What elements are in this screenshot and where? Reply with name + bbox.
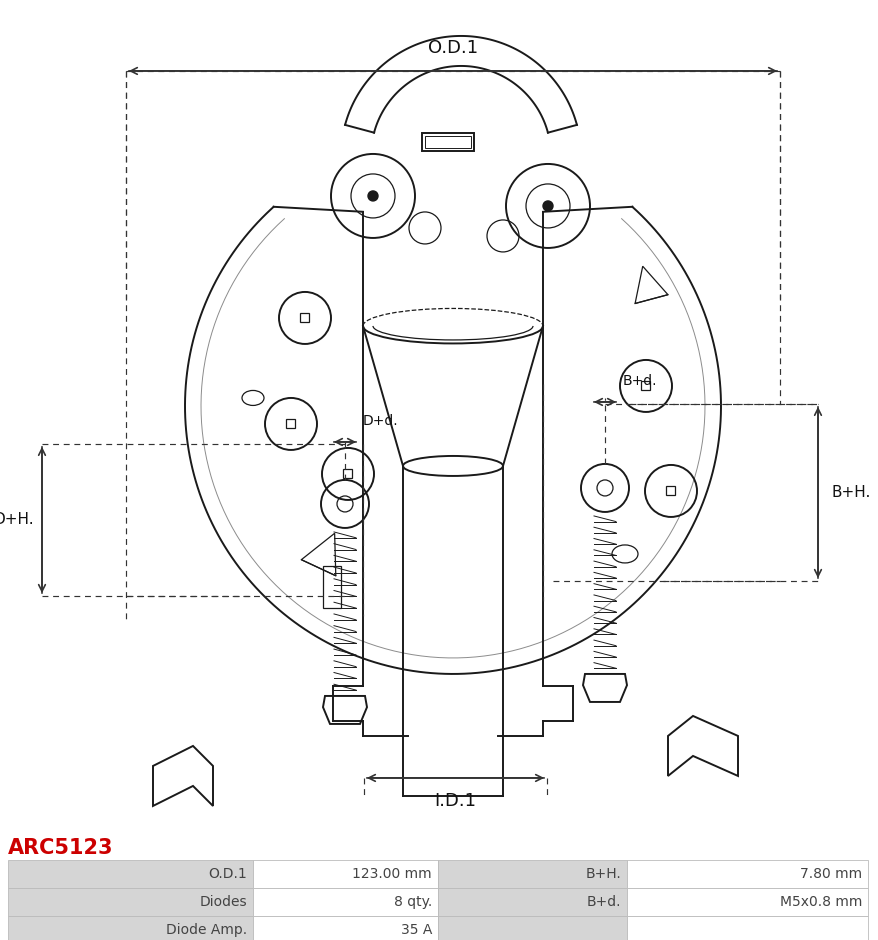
- Text: B+d.: B+d.: [623, 374, 657, 388]
- Bar: [8, 888, 253, 916]
- Text: Diodes: Diodes: [199, 895, 247, 909]
- Bar: [425, 136, 471, 148]
- Bar: [626, 860, 867, 888]
- Bar: [437, 888, 626, 916]
- Bar: [8, 916, 253, 940]
- Bar: [437, 860, 626, 888]
- Bar: [322, 566, 341, 608]
- Text: 7.80 mm: 7.80 mm: [799, 867, 861, 881]
- Bar: [626, 888, 867, 916]
- Text: D+d.: D+d.: [363, 414, 398, 428]
- Bar: [666, 487, 674, 495]
- Text: 8 qty.: 8 qty.: [393, 895, 431, 909]
- Text: O.D.1: O.D.1: [428, 39, 478, 57]
- Bar: [253, 888, 437, 916]
- Circle shape: [543, 201, 552, 211]
- Bar: [641, 382, 650, 390]
- Text: ARC5123: ARC5123: [8, 838, 113, 858]
- Bar: [421, 133, 473, 151]
- Text: 35 A: 35 A: [400, 923, 431, 937]
- Text: I.D.1: I.D.1: [434, 791, 476, 810]
- Text: 123.00 mm: 123.00 mm: [352, 867, 431, 881]
- Text: B+d.: B+d.: [586, 895, 620, 909]
- Bar: [286, 419, 295, 429]
- Bar: [253, 916, 437, 940]
- Text: O.D.1: O.D.1: [208, 867, 247, 881]
- Circle shape: [368, 191, 378, 201]
- Text: M5x0.8 mm: M5x0.8 mm: [779, 895, 861, 909]
- Text: Diode Amp.: Diode Amp.: [166, 923, 247, 937]
- Text: B+H.: B+H.: [831, 485, 870, 500]
- Bar: [253, 860, 437, 888]
- Bar: [343, 469, 352, 478]
- Bar: [626, 916, 867, 940]
- Bar: [437, 916, 626, 940]
- Text: D+H.: D+H.: [0, 512, 34, 527]
- Bar: [300, 313, 309, 322]
- Bar: [8, 860, 253, 888]
- Text: B+H.: B+H.: [585, 867, 620, 881]
